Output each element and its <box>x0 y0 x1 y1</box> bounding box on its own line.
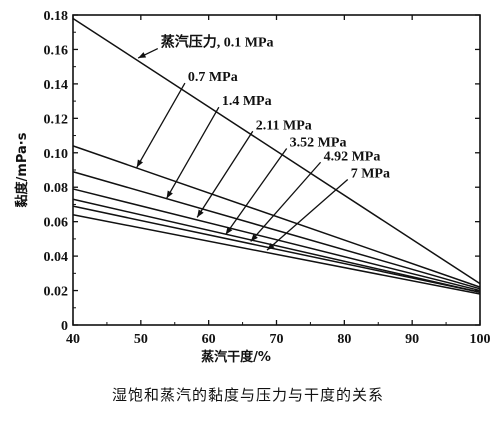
series-label: 4.92 MPa <box>324 149 381 164</box>
y-axis-label: 黏度/mPa·s <box>14 132 30 207</box>
viscosity-chart: 0 0.02 0.04 0.06 0.08 0.10 0.12 0.14 0.16 0.18 40 5… <box>14 9 491 365</box>
series-leader-line <box>166 106 220 199</box>
series-leader-arrowhead <box>136 159 144 168</box>
series-leader-arrowhead <box>138 52 147 59</box>
series-leader-line <box>136 82 186 168</box>
x-tick-label: 100 <box>470 332 491 347</box>
series-leader-line <box>196 130 254 218</box>
series-leader-line <box>250 161 322 242</box>
series-line <box>72 17 481 285</box>
series-leader-arrowhead <box>197 209 204 218</box>
series-label: 7 MPa <box>351 166 390 181</box>
x-tick-label: 60 <box>202 332 216 347</box>
series-label: 0.7 MPa <box>188 70 238 85</box>
series-label: 1.4 MPa <box>222 94 272 109</box>
y-tick-label: 0.08 <box>44 181 69 196</box>
y-tick-label: 0.02 <box>44 285 69 300</box>
series-leader-line <box>266 178 349 251</box>
series-label: 3.52 MPa <box>290 135 347 150</box>
y-tick-label: 0.12 <box>44 112 69 127</box>
series-line <box>72 205 481 294</box>
series-leader-arrowhead <box>250 233 258 242</box>
series-leader-arrowhead <box>225 226 233 235</box>
x-tick-label: 70 <box>270 332 284 347</box>
series-label: 2.11 MPa <box>256 118 312 133</box>
x-tick-label: 90 <box>405 332 419 347</box>
series-line <box>72 145 481 288</box>
x-tick-label: 80 <box>337 332 351 347</box>
x-tick-label: 40 <box>66 332 80 347</box>
series-leader-line <box>225 148 288 235</box>
series-line <box>72 188 481 292</box>
x-tick-label: 50 <box>134 332 148 347</box>
x-axis-label: 蒸汽干度/% <box>201 349 271 365</box>
series-line <box>72 198 481 294</box>
y-tick-label: 0.18 <box>44 9 69 24</box>
series-leader-arrowhead <box>267 242 275 251</box>
y-tick-label: 0 <box>61 319 68 334</box>
y-tick-label: 0.06 <box>44 216 69 231</box>
series-line <box>72 214 481 295</box>
series-leader-arrowhead <box>166 190 173 199</box>
series-line <box>72 171 481 290</box>
series-label: 蒸汽压力, 0.1 MPa <box>161 34 274 51</box>
y-tick-label: 0.14 <box>44 78 69 93</box>
y-tick-label: 0.16 <box>44 43 69 58</box>
figure-caption: 湿饱和蒸汽的黏度与压力与干度的关系 <box>111 386 384 404</box>
y-tick-label: 0.04 <box>44 250 69 265</box>
y-tick-label: 0.10 <box>44 147 69 162</box>
